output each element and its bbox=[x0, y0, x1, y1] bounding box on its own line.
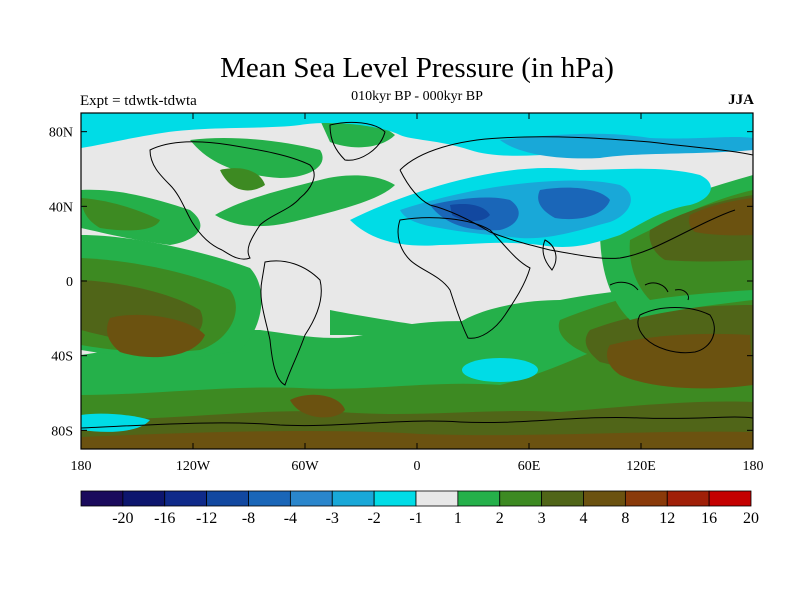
pressure-field bbox=[81, 113, 753, 449]
colorbar-label: 3 bbox=[538, 510, 546, 527]
antarctic-patch bbox=[290, 394, 345, 418]
colorbar-label: -2 bbox=[367, 510, 380, 527]
india-outline bbox=[542, 239, 557, 271]
colorbar-label: 1 bbox=[454, 510, 462, 527]
colorbar-swatch bbox=[583, 490, 626, 507]
africa-outline bbox=[397, 217, 531, 339]
colorbar-swatch bbox=[206, 490, 249, 507]
antarctica-outline bbox=[81, 416, 753, 429]
colorbar-swatch bbox=[289, 490, 333, 507]
south-pacific-brown bbox=[107, 314, 205, 358]
x-tick-label: 120E bbox=[626, 459, 656, 474]
colorbar-label: 20 bbox=[743, 510, 759, 527]
north-atlantic-green bbox=[215, 175, 395, 227]
colorbar-label: -1 bbox=[409, 510, 422, 527]
experiment-label: Expt = tdwtk-tdwta bbox=[80, 93, 197, 109]
colorbar-swatch bbox=[331, 490, 375, 507]
north-pacific-olive bbox=[81, 198, 160, 231]
x-tick-label: 0 bbox=[414, 459, 421, 474]
colorbar-label: -12 bbox=[196, 510, 217, 527]
y-tick-label: 80N bbox=[49, 126, 73, 141]
x-tick-label: 60E bbox=[518, 459, 541, 474]
colorbar-swatch bbox=[666, 490, 710, 507]
arctic-lightblue bbox=[500, 133, 753, 159]
y-tick-label: 80S bbox=[51, 424, 73, 439]
australia-outline bbox=[637, 307, 715, 354]
colorbar-label: -8 bbox=[242, 510, 255, 527]
colorbar-swatch bbox=[373, 490, 417, 507]
colorbar-swatch bbox=[457, 490, 501, 507]
arctic-green bbox=[190, 138, 323, 178]
y-tick-label: 40N bbox=[49, 200, 73, 215]
west-pacific-brown bbox=[688, 198, 753, 236]
colorbar-label: -4 bbox=[284, 510, 297, 527]
south-atlantic-cyan bbox=[462, 358, 538, 382]
x-tick-label: 180 bbox=[71, 459, 92, 474]
colorbar-swatch bbox=[415, 490, 459, 507]
north-america-outline bbox=[149, 141, 315, 260]
colorbar-label: 8 bbox=[621, 510, 629, 527]
eurasia-darkblue bbox=[450, 204, 490, 222]
colorbar-label: -3 bbox=[326, 510, 339, 527]
colorbar-swatch bbox=[708, 490, 752, 507]
chart-title: Mean Sea Level Pressure (in hPa) bbox=[220, 52, 614, 84]
y-axis: 80N 40N 0 40S 80S bbox=[49, 126, 753, 439]
canada-olive bbox=[220, 168, 265, 191]
y-tick-label: 40S bbox=[51, 350, 73, 365]
colorbar-label: 12 bbox=[659, 510, 675, 527]
season-label: JJA bbox=[728, 92, 754, 108]
colorbar-label: 2 bbox=[496, 510, 504, 527]
y-tick-label: 0 bbox=[66, 275, 73, 290]
colorbar-swatch bbox=[122, 490, 166, 507]
colorbar-swatch bbox=[624, 490, 668, 507]
indonesia-outline bbox=[609, 281, 689, 301]
colorbar-swatch bbox=[541, 490, 584, 507]
south-america-outline bbox=[260, 260, 322, 386]
x-tick-label: 60W bbox=[291, 459, 319, 474]
indian-brown bbox=[607, 333, 753, 389]
coastlines bbox=[81, 121, 753, 429]
colorbar-swatch bbox=[164, 490, 208, 507]
eurasia-blue-2 bbox=[538, 187, 610, 220]
colorbar-label: 16 bbox=[701, 510, 717, 527]
colorbar-label: -16 bbox=[154, 510, 175, 527]
greenland-outline bbox=[329, 121, 386, 161]
colorbar: -20 -16 -12 -8 -4 -3 -2 -1 1 2 3 4 8 12 16 20 bbox=[80, 490, 759, 527]
eurasia-outline bbox=[399, 136, 753, 259]
x-axis: 180 120W 60W 0 60E 120E 180 bbox=[71, 113, 764, 474]
colorbar-label: 4 bbox=[580, 510, 588, 527]
colorbar-swatch bbox=[499, 490, 543, 507]
x-tick-label: 120W bbox=[176, 459, 211, 474]
x-tick-label: 180 bbox=[743, 459, 764, 474]
antarctic-brown-band bbox=[81, 430, 753, 449]
chart-subtitle: 010kyr BP - 000kyr BP bbox=[351, 89, 483, 104]
colorbar-swatch bbox=[80, 490, 124, 507]
colorbar-swatch bbox=[248, 490, 291, 507]
colorbar-label: -20 bbox=[112, 510, 133, 527]
